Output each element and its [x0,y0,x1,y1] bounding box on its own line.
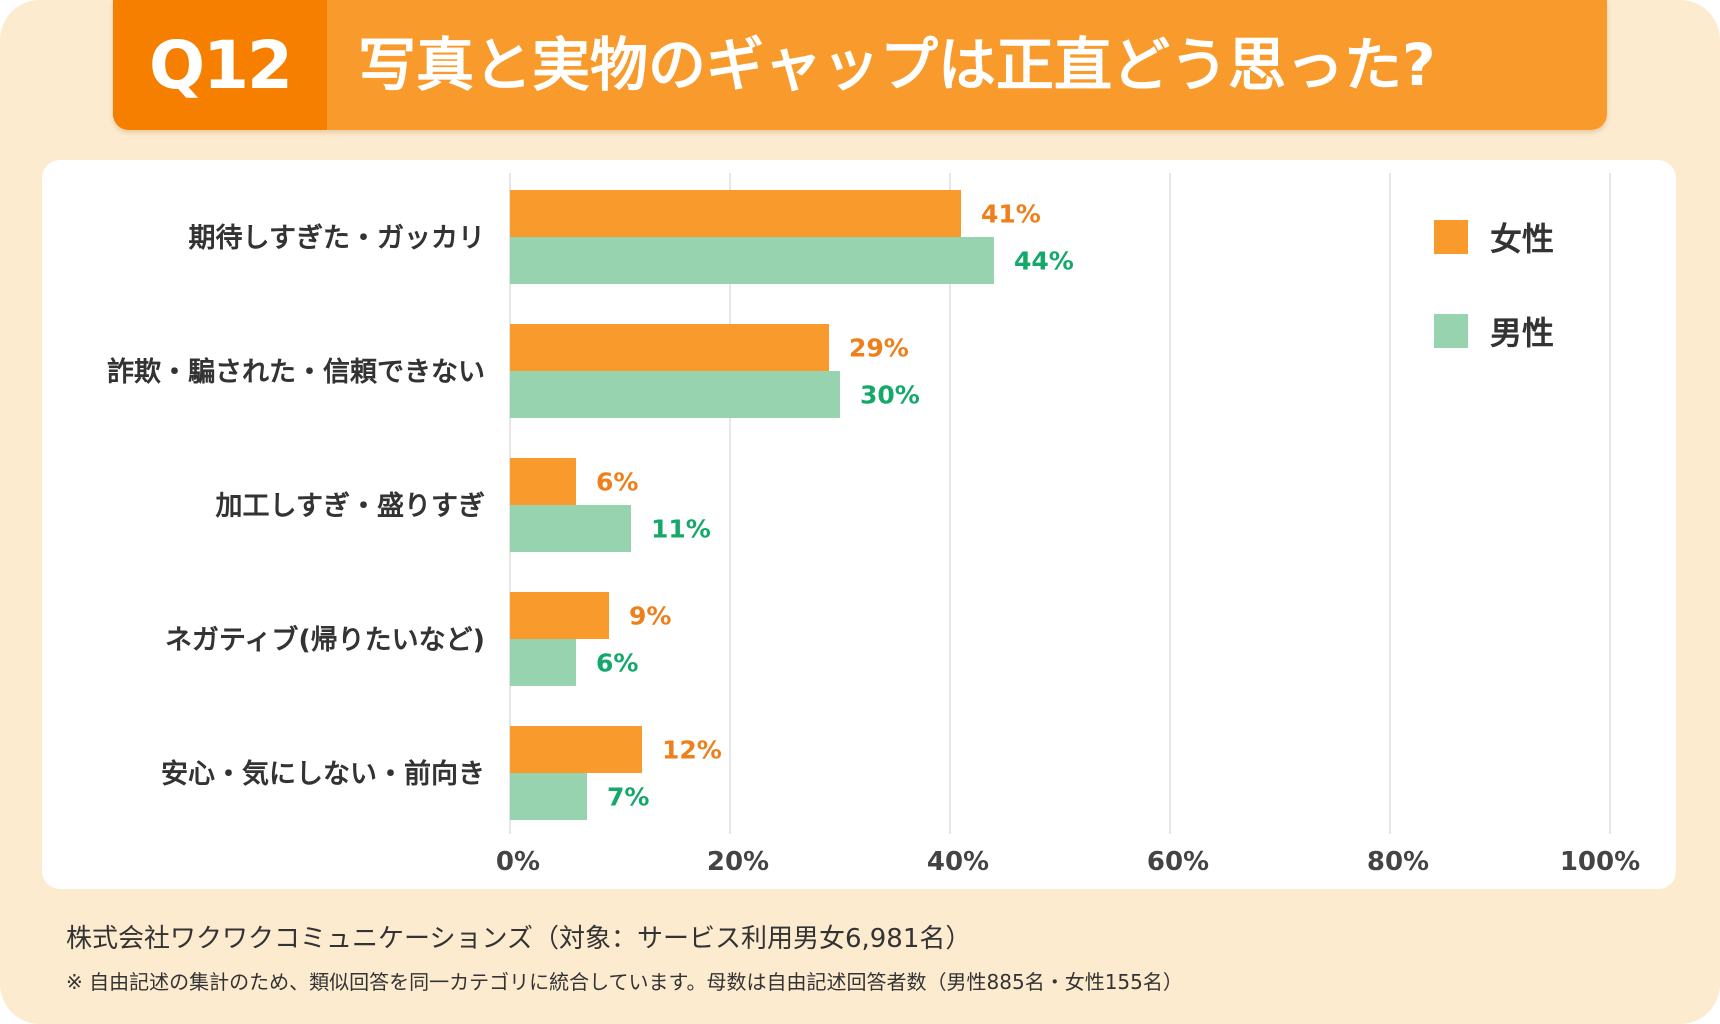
value-label: 9% [629,602,671,631]
legend-label: 男性 [1490,314,1554,352]
bar-male [510,773,587,820]
footnote: ※ 自由記述の集計のため、類似回答を同一カテゴリに統合しています。母数は自由記述… [66,970,1183,994]
category-label: ネガティブ(帰りたいなど) [165,624,485,656]
bar-male [510,237,994,284]
source-text: 株式会社ワクワクコミュニケーションズ（対象：サービス利用男女6,981名） [66,924,972,954]
x-tick-label: 100% [1560,847,1640,877]
bar-female [510,726,642,773]
value-label: 41% [981,200,1041,229]
question-title: 写真と実物のギャップは正直どう思った? [358,31,1436,99]
x-tick-label: 40% [927,847,989,877]
bar-chart: 0% 20% 40% 60% 80% 100% 期待しすぎた・ガッカリ 41% 44% 詐欺・騙さ… [107,173,1640,877]
value-label: 7% [607,783,649,812]
category-label: 安心・気にしない・前向き [161,758,485,790]
legend-swatch-male [1434,314,1468,348]
question-header: Q12 写真と実物のギャップは正直どう思った? [113,0,1607,130]
x-tick-label: 80% [1367,847,1429,877]
bar-female [510,190,961,237]
bar-male [510,639,576,686]
category-label: 期待しすぎた・ガッカリ [189,223,485,254]
value-label: 30% [860,381,920,410]
x-tick-label: 0% [496,847,540,877]
legend-swatch-female [1434,220,1468,254]
legend-label: 女性 [1490,220,1554,258]
value-label: 6% [596,649,638,678]
bar-female [510,324,829,371]
bar-female [510,458,576,505]
bar-male [510,371,840,418]
bar-female [510,592,609,639]
x-tick-label: 60% [1147,847,1209,877]
chart-card: 0% 20% 40% 60% 80% 100% 期待しすぎた・ガッカリ 41% 44% 詐欺・騙さ… [42,160,1676,889]
category-label: 詐欺・騙された・信頼できない [107,356,485,388]
value-label: 44% [1014,247,1074,276]
value-label: 11% [651,515,711,544]
value-label: 29% [849,334,909,363]
x-tick-label: 20% [707,847,769,877]
bar-male [510,505,631,552]
question-number: Q12 [113,0,327,130]
value-label: 6% [596,468,638,497]
value-label: 12% [662,736,722,765]
category-label: 加工しすぎ・盛りすぎ [216,491,485,522]
